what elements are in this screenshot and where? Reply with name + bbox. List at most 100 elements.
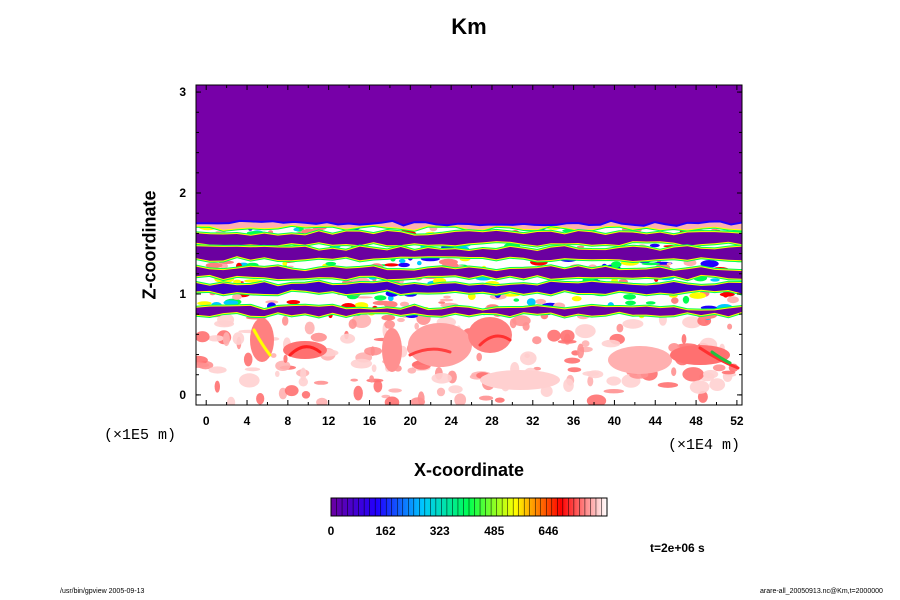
- eddy-blob: [310, 332, 327, 342]
- layer-patch: [232, 293, 242, 300]
- layer-patch: [535, 298, 547, 305]
- eddy-blob: [243, 352, 253, 367]
- eddy-blob: [214, 380, 220, 393]
- eddy-blob: [520, 351, 537, 366]
- eddy-blob: [298, 377, 308, 387]
- eddy-blob: [407, 367, 417, 374]
- y-axis-label: Z-coordinate: [139, 190, 160, 300]
- eddy-blob: [196, 331, 210, 343]
- x-tick-label: 20: [404, 414, 418, 428]
- colorbar-tick-label: 485: [484, 524, 504, 538]
- eddy-blob: [348, 319, 357, 329]
- eddy-blob: [721, 370, 736, 375]
- eddy-blob: [381, 314, 396, 321]
- eddy-streak: [478, 334, 512, 347]
- layer-band: [196, 230, 742, 246]
- eddy-streak: [408, 347, 452, 357]
- eddy-blob: [560, 329, 575, 343]
- eddy-blob: [512, 315, 531, 327]
- eddy-blob: [340, 333, 356, 344]
- eddy-blob: [681, 334, 687, 344]
- time-annotation: t=2e+06 s: [650, 541, 705, 555]
- eddy-blob: [217, 313, 235, 327]
- eddy-blob: [709, 378, 726, 391]
- eddy-blob: [239, 373, 260, 388]
- layer-patch: [384, 263, 399, 267]
- layer-patch: [354, 296, 373, 299]
- upper-region: [196, 85, 742, 225]
- eddy-blob: [282, 316, 289, 326]
- eddy-streak: [288, 345, 322, 357]
- layer-band: [196, 305, 742, 317]
- footer-command: /usr/bin/gpview 2005-09-13: [60, 588, 145, 595]
- layer-patch: [383, 301, 398, 308]
- layer-patch: [399, 301, 410, 307]
- eddy-blob: [454, 393, 467, 405]
- eddy-blob: [575, 324, 596, 339]
- eddy-core: [670, 345, 730, 365]
- y-tick-label: 0: [179, 388, 186, 402]
- layer-patch: [398, 258, 406, 264]
- layer-band: [196, 246, 742, 261]
- eddy-blob: [616, 323, 624, 333]
- eddy-core: [382, 328, 402, 372]
- eddy-blob: [384, 396, 400, 405]
- layer-patch: [197, 301, 212, 306]
- eddy-core: [468, 317, 512, 353]
- eddy-blob: [371, 364, 377, 373]
- colorbar-tick-label: 646: [538, 524, 558, 538]
- eddy-blob: [384, 320, 395, 329]
- eddy-core: [480, 370, 560, 390]
- y-tick-label: 1: [179, 287, 186, 301]
- layer-patch: [571, 296, 582, 302]
- eddy-blob: [587, 370, 604, 379]
- eddy-streak: [252, 328, 272, 357]
- y-tick-label: 3: [179, 85, 186, 99]
- eddy-blob: [352, 313, 372, 329]
- layer-patch: [649, 243, 660, 248]
- eddy-blob: [601, 339, 621, 348]
- eddy-blob: [606, 376, 621, 386]
- eddy-blob: [586, 394, 607, 405]
- chart-title: Km: [451, 14, 487, 39]
- layer-patch: [438, 258, 458, 266]
- eddy-blob: [587, 376, 594, 387]
- eddy-blob: [270, 353, 277, 358]
- eddy-core: [283, 341, 327, 359]
- eddy-blob: [353, 385, 363, 401]
- layer-patch: [286, 300, 301, 305]
- layer-patch: [611, 261, 622, 268]
- layer-patch: [265, 300, 279, 304]
- layer-patch: [513, 298, 520, 302]
- eddy-blob: [727, 323, 733, 330]
- eddy-blob: [563, 378, 574, 393]
- eddy-blob: [603, 389, 624, 394]
- eddy-blob: [227, 396, 236, 405]
- layer-patch: [700, 260, 719, 268]
- eddy-blob: [494, 397, 505, 403]
- x-tick-label: 36: [567, 414, 581, 428]
- eddy-blob: [436, 387, 446, 397]
- layer-patch: [205, 262, 223, 269]
- eddy-blob: [244, 367, 261, 372]
- x-tick-label: 0: [203, 414, 210, 428]
- eddy-blob: [448, 385, 463, 394]
- eddy-blob: [682, 316, 702, 329]
- eddy-blob: [509, 318, 517, 329]
- colorbar: 0 162 323 485 646: [328, 497, 608, 538]
- x-tick-label: 44: [649, 414, 663, 428]
- x-tick-label: 40: [608, 414, 622, 428]
- eddy-blob: [304, 321, 315, 335]
- eddy-blob: [207, 335, 224, 342]
- eddy-blob: [381, 394, 391, 399]
- y-tick-label: 2: [179, 186, 186, 200]
- eddy-blob: [671, 367, 677, 377]
- eddy-blob: [300, 367, 307, 381]
- heatmap-field: [196, 85, 742, 405]
- eddy-blob: [476, 352, 483, 362]
- eddy-blob: [316, 397, 328, 405]
- x-tick-label: 32: [526, 414, 540, 428]
- layer-patch: [223, 300, 239, 306]
- x-tick-label: 4: [244, 414, 251, 428]
